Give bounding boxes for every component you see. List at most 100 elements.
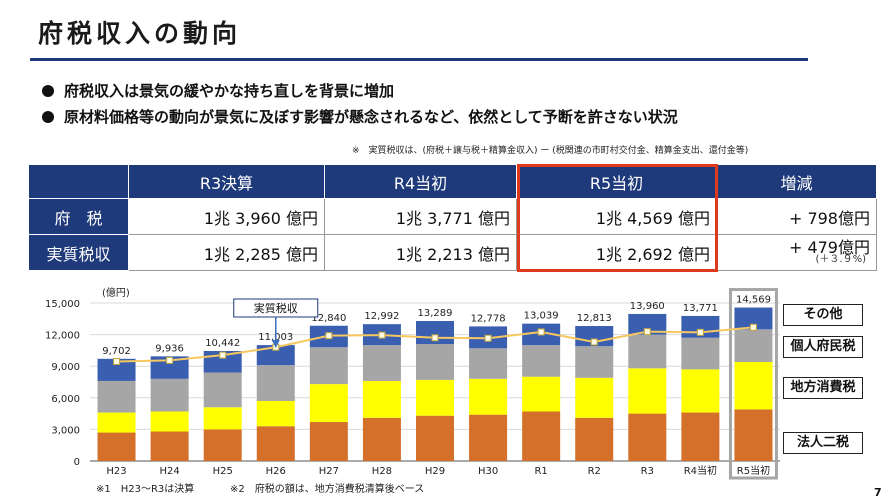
y-tick-label: 15,000 [45, 299, 80, 310]
bar-segment [681, 412, 720, 461]
line-marker [325, 332, 333, 340]
bar-segment [575, 377, 614, 418]
bar-segment [575, 417, 614, 461]
bar-segment [734, 307, 773, 330]
line-marker [590, 338, 598, 346]
total-label: 13,960 [630, 301, 665, 312]
table-row: 実質税収 1兆 2,285 億円 1兆 2,213 億円 1兆 2,692 億円… [28, 234, 877, 271]
x-tick-label: R2 [588, 466, 601, 477]
line-marker [378, 331, 386, 339]
total-label: 13,039 [524, 311, 559, 322]
page-number: 7 [874, 486, 882, 499]
legend-personal-tax: 個人府民税 [783, 336, 863, 358]
arrow-head-icon [271, 340, 280, 348]
bar-segment [150, 356, 189, 379]
bar-segment [469, 378, 508, 415]
bullet-text: 府税収入は景気の緩やかな持ち直しを背景に増加 [64, 82, 395, 100]
highlight-frame [728, 288, 778, 480]
line-callout-label: 実質税収 [254, 301, 298, 315]
total-label: 12,778 [471, 313, 506, 324]
bar-segment [681, 337, 720, 370]
line-marker [219, 351, 227, 359]
y-tick-label: 9,000 [51, 362, 80, 373]
x-tick-label: H26 [266, 466, 286, 477]
total-label: 13,289 [418, 308, 453, 319]
legend-other: その他 [783, 304, 863, 326]
bar-segment [362, 380, 401, 418]
bar-segment [309, 347, 348, 385]
legend-corporate-tax: 法人二税 [783, 432, 863, 454]
y-tick-label: 12,000 [45, 331, 80, 342]
table-header-cell: R4当初 [324, 164, 517, 199]
bar-segment [416, 344, 454, 380]
bar-segment [575, 346, 614, 378]
x-tick-label: H24 [159, 466, 179, 477]
bar-segment [309, 384, 348, 423]
footnote: ※1 H23～R3は決算 [96, 484, 195, 495]
diff-value: + 479億円 [788, 237, 870, 257]
bar-segment [362, 345, 401, 381]
line-marker [166, 356, 174, 364]
y-axis-unit: (億円) [102, 286, 130, 299]
line-marker [749, 323, 757, 331]
table-header-cell: R3決算 [128, 164, 325, 199]
table-cell: 1兆 3,771 億円 [324, 198, 517, 235]
x-tick-label: H27 [319, 466, 339, 477]
table-cell: 1兆 2,213 億円 [324, 234, 517, 271]
y-tick-label: 3,000 [51, 425, 80, 436]
row-label: 実質税収 [28, 234, 129, 271]
table-header-cell [28, 164, 129, 199]
total-label: 10,442 [205, 338, 240, 349]
total-label: 9,702 [102, 346, 131, 357]
bullet-list: 府税収入は景気の緩やかな持ち直しを背景に増加 原材料価格等の動向が景気に及ぼす影… [42, 78, 678, 130]
total-label: 12,813 [577, 313, 612, 324]
bar-segment [628, 334, 667, 369]
bar-segment [628, 368, 667, 414]
definition-note: ※ 実質税収は、(府税＋譲与税＋精算金収入) ー (税関連の市町村交付金、精算金… [352, 146, 749, 156]
bar-segment [256, 426, 295, 461]
x-tick-label: H30 [478, 466, 498, 477]
tax-revenue-chart: (億円) 0 3,000 6,000 9,000 12,000 15,000 9,702 H23… [45, 286, 780, 480]
bar-segment [203, 407, 242, 430]
bar-segment [522, 376, 561, 412]
x-tick-label: R3 [641, 466, 654, 477]
y-tick-label: 6,000 [51, 394, 80, 405]
bar-segment [309, 422, 348, 461]
x-tick-label: R1 [534, 466, 547, 477]
bar-segment [203, 372, 242, 408]
bar-segment [97, 380, 136, 413]
bar-segment [469, 414, 508, 461]
bar-segment [469, 348, 508, 379]
bar-segment [522, 345, 561, 377]
bullet-dot-icon [42, 111, 54, 123]
bar-segment [416, 415, 454, 461]
total-label: 12,992 [364, 311, 399, 322]
line-marker [113, 357, 121, 365]
bullet-text: 原材料価格等の動向が景気に及ぼす影響が懸念されるなど、依然として予断を許さない状… [64, 108, 678, 126]
line-marker [696, 328, 704, 336]
table-cell: + 798億円 [716, 198, 877, 235]
footnote: ※2 府税の額は、地方消費税清算後ベース [230, 484, 425, 495]
total-label: 12,840 [311, 313, 346, 324]
bullet-item: 府税収入は景気の緩やかな持ち直しを背景に増加 [42, 78, 678, 104]
line-marker [537, 328, 545, 336]
table-row: 府 税 1兆 3,960 億円 1兆 3,771 億円 1兆 4,569 億円 … [28, 198, 877, 235]
bar-segment [256, 400, 295, 427]
bar-segment [97, 412, 136, 433]
bar-segment [416, 379, 454, 416]
x-tick-label: H28 [372, 466, 392, 477]
line-marker [431, 334, 439, 342]
x-tick-label: H25 [213, 466, 233, 477]
table-cell: + 479億円 (＋３.９%) [716, 234, 877, 271]
page-title: 府税収入の動向 [38, 19, 242, 48]
bar-segment [97, 358, 136, 381]
x-tick-label: R5当初 [737, 464, 770, 477]
bar-segment [734, 329, 773, 362]
bar-segment [734, 409, 773, 461]
bar-segment [628, 413, 667, 461]
bar-segment [150, 431, 189, 461]
total-label: 9,936 [155, 343, 184, 354]
bar-segment [256, 365, 295, 401]
line-marker [643, 328, 651, 336]
total-label: 13,771 [683, 303, 718, 314]
